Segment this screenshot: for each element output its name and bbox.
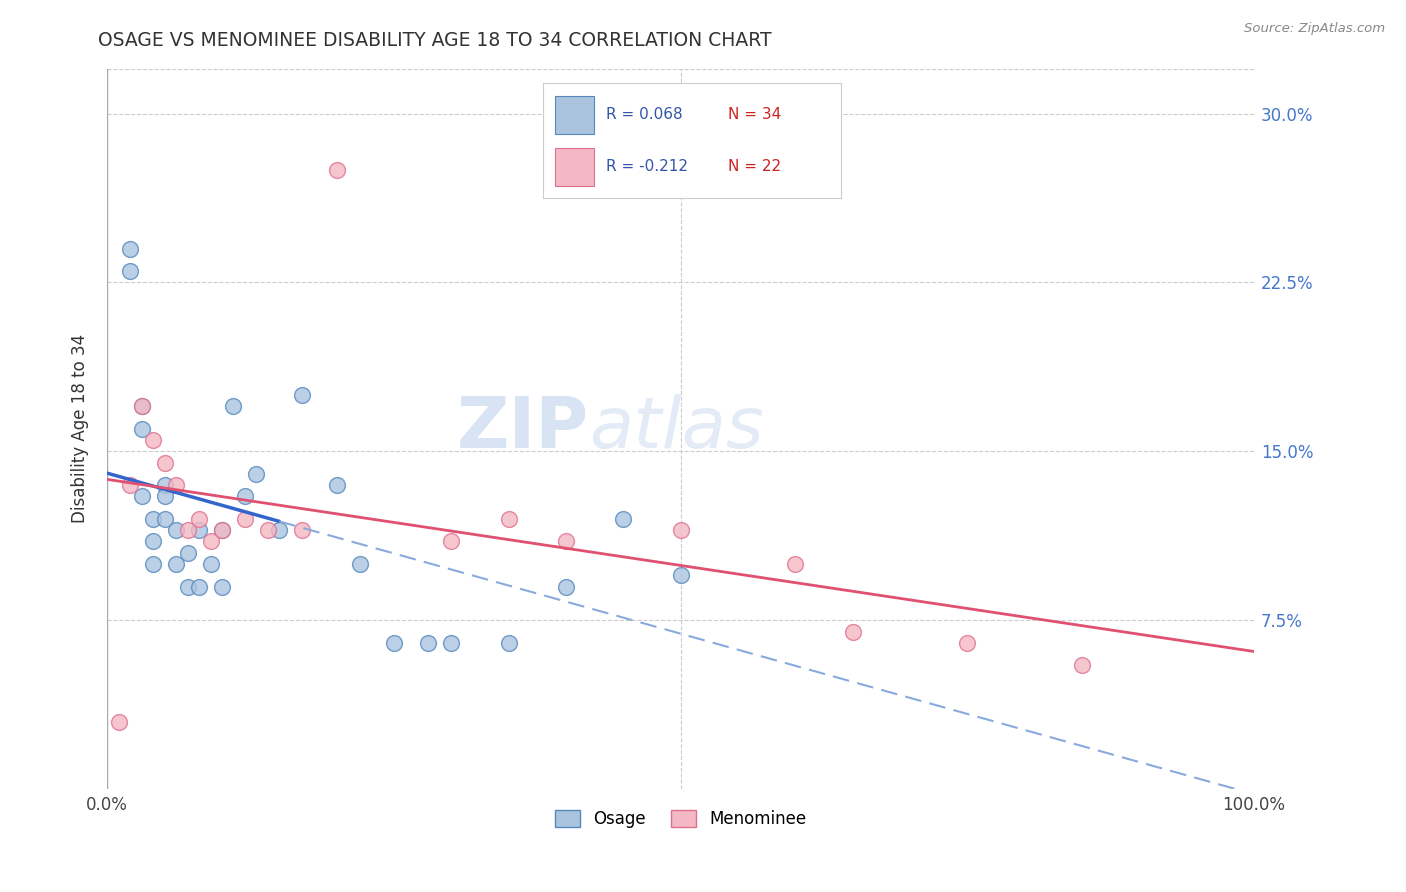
Text: OSAGE VS MENOMINEE DISABILITY AGE 18 TO 34 CORRELATION CHART: OSAGE VS MENOMINEE DISABILITY AGE 18 TO …	[98, 31, 772, 50]
Point	[176, 580, 198, 594]
Point	[233, 512, 256, 526]
Point	[120, 478, 142, 492]
Point	[107, 714, 129, 729]
Text: Source: ZipAtlas.com: Source: ZipAtlas.com	[1244, 22, 1385, 36]
Text: ZIP: ZIP	[457, 394, 589, 463]
Text: atlas: atlas	[589, 394, 763, 463]
Point	[188, 580, 211, 594]
Point	[349, 557, 371, 571]
Point	[498, 636, 520, 650]
Point	[418, 636, 440, 650]
Point	[785, 557, 807, 571]
Point	[269, 523, 291, 537]
Point	[440, 636, 463, 650]
Point	[131, 400, 153, 414]
Point	[153, 512, 176, 526]
Point	[291, 523, 314, 537]
Point	[325, 162, 347, 177]
Point	[153, 478, 176, 492]
Point	[222, 400, 245, 414]
Point	[1071, 658, 1094, 673]
Point	[669, 568, 692, 582]
Point	[211, 580, 233, 594]
Point	[142, 512, 165, 526]
Point	[131, 400, 153, 414]
Point	[440, 534, 463, 549]
Point	[841, 624, 863, 639]
Point	[211, 523, 233, 537]
Point	[291, 388, 314, 402]
Point	[120, 242, 142, 256]
Point	[211, 523, 233, 537]
Point	[200, 557, 222, 571]
Point	[233, 490, 256, 504]
Point	[612, 512, 634, 526]
Point	[120, 264, 142, 278]
Point	[669, 523, 692, 537]
Point	[165, 478, 187, 492]
Point	[142, 433, 165, 447]
Point	[153, 456, 176, 470]
Point	[142, 557, 165, 571]
Point	[153, 490, 176, 504]
Y-axis label: Disability Age 18 to 34: Disability Age 18 to 34	[72, 334, 89, 524]
Point	[142, 534, 165, 549]
Legend: Osage, Menominee: Osage, Menominee	[548, 804, 813, 835]
Point	[188, 512, 211, 526]
Point	[382, 636, 405, 650]
Point	[257, 523, 280, 537]
Point	[176, 546, 198, 560]
Point	[555, 580, 578, 594]
Point	[555, 534, 578, 549]
Point	[956, 636, 979, 650]
Point	[325, 478, 347, 492]
Point	[165, 523, 187, 537]
Point	[165, 557, 187, 571]
Point	[188, 523, 211, 537]
Point	[131, 422, 153, 436]
Point	[498, 512, 520, 526]
Point	[131, 490, 153, 504]
Point	[176, 523, 198, 537]
Point	[245, 467, 267, 481]
Point	[200, 534, 222, 549]
